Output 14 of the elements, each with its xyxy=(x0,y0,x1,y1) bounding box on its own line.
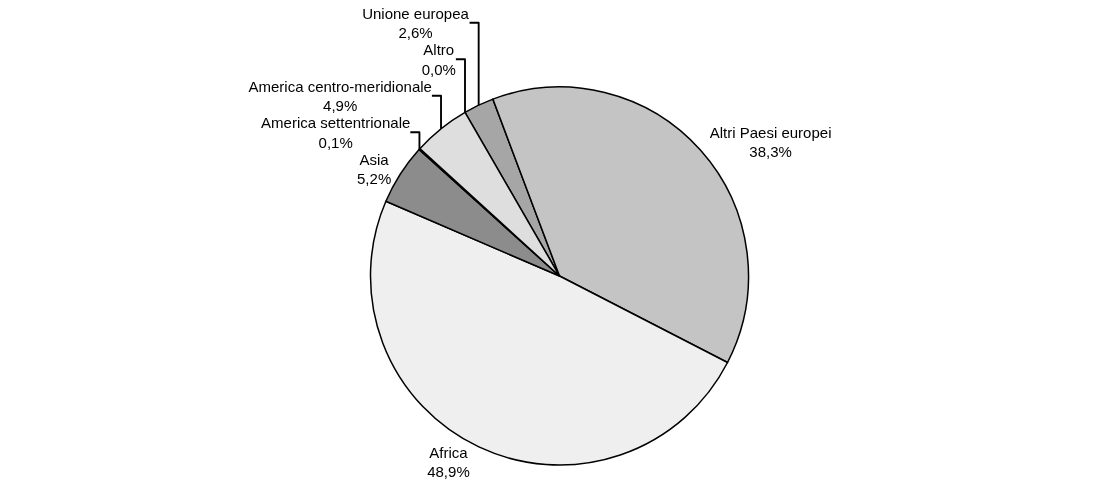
data-label: 5,2% xyxy=(357,170,392,187)
slice-label: Africa xyxy=(429,443,469,461)
text: 0,0% xyxy=(421,60,456,78)
slice-label: America centro-meridionale xyxy=(248,77,432,95)
data-label: 0,1% xyxy=(318,133,353,151)
data-label: 48,9% xyxy=(427,463,470,481)
data-label: 38,3% xyxy=(749,143,792,161)
slice-label: America settentrionale xyxy=(261,114,411,131)
category-label: Altro xyxy=(423,41,455,58)
data-label: 4,9% xyxy=(323,97,358,114)
slice-label: Asia xyxy=(359,150,390,168)
data-label: 2,6% xyxy=(398,24,433,41)
slice-label: Altri Paesi europei xyxy=(709,123,832,141)
slice-label: Unione europea xyxy=(362,4,470,22)
